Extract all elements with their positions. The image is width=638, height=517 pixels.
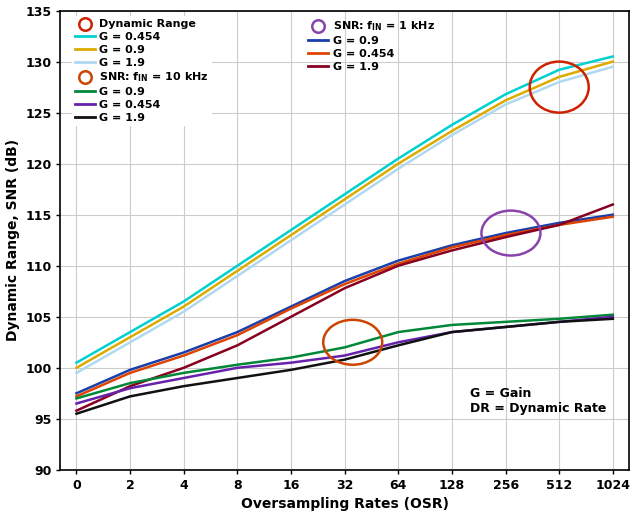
X-axis label: Oversampling Rates (OSR): Oversampling Rates (OSR)	[241, 497, 449, 511]
Text: G = Gain
DR = Dynamic Rate: G = Gain DR = Dynamic Rate	[470, 387, 606, 415]
Y-axis label: Dynamic Range, SNR (dB): Dynamic Range, SNR (dB)	[6, 139, 20, 341]
Legend: SNR: $\mathbf{f_{IN}}$ = 1 kHz, G = 0.9, G = 0.454, G = 1.9: SNR: $\mathbf{f_{IN}}$ = 1 kHz, G = 0.9,…	[305, 16, 438, 75]
